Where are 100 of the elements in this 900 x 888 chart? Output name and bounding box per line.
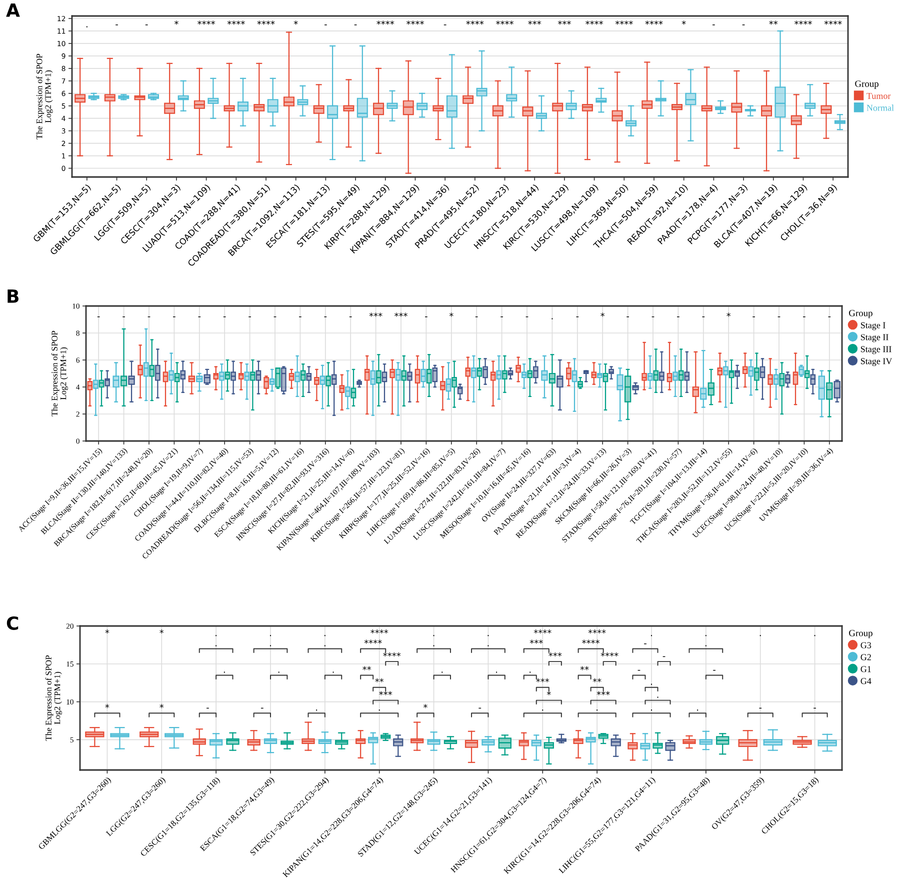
annotation: . — [651, 710, 652, 711]
y-axis-title: The Expression of SPOP Log2 (TPM+1) — [36, 54, 53, 140]
annotation: - — [778, 316, 780, 318]
annotation: **** — [227, 20, 245, 25]
annotation: **** — [364, 640, 382, 644]
annotation: * — [726, 312, 731, 317]
annotation: **** — [794, 20, 812, 25]
annotation: . — [552, 318, 553, 320]
annotation: - — [274, 316, 276, 318]
annotation: * — [546, 691, 551, 696]
annotation: ** — [580, 666, 589, 670]
annotation: - — [713, 670, 716, 671]
legend-label: Stage I — [860, 322, 886, 330]
annotation: ** — [592, 678, 602, 682]
annotation: . — [433, 635, 434, 636]
annotation: - — [122, 316, 125, 318]
annotation: . — [488, 645, 489, 646]
annotation: - — [677, 316, 680, 318]
annotation: **** — [588, 629, 606, 634]
annotation: - — [644, 643, 646, 644]
annotation: - — [626, 316, 629, 318]
annotation: *** — [394, 312, 408, 317]
annotation: . — [324, 635, 326, 636]
annotation: * — [105, 629, 110, 634]
legend-title: Group — [855, 80, 878, 89]
annotation: . — [705, 635, 706, 636]
legend-label: Normal — [866, 104, 894, 111]
annotation: **** — [600, 652, 618, 657]
annotation: **** — [534, 629, 552, 634]
annotation: - — [354, 24, 357, 26]
annotation: . — [270, 635, 271, 636]
annotation: ** — [769, 20, 778, 25]
annotation: - — [248, 316, 251, 318]
annotation: - — [324, 24, 327, 26]
annotation: - — [662, 656, 666, 658]
annotation: - — [223, 316, 226, 318]
annotation: . — [657, 696, 658, 698]
annotation: - — [173, 316, 176, 318]
annotation: . — [433, 645, 434, 646]
annotation: - — [803, 316, 806, 318]
annotation: - — [116, 24, 118, 26]
annotation: - — [742, 24, 745, 26]
annotation: . — [496, 672, 498, 673]
annotation: ** — [362, 666, 372, 670]
annotation: . — [760, 635, 761, 636]
annotation: . — [697, 710, 698, 711]
chart-title: B — [8, 290, 18, 303]
annotation: - — [299, 316, 302, 318]
annotation: - — [702, 316, 705, 318]
annotation: . — [651, 684, 652, 685]
annotation: . — [224, 672, 225, 673]
annotation: **** — [586, 20, 604, 25]
annotation: * — [160, 704, 164, 708]
annotation: . — [596, 710, 598, 711]
annotation: . — [442, 672, 443, 673]
annotation: **** — [645, 20, 663, 25]
annotation: . — [378, 710, 380, 711]
annotation: *** — [558, 20, 571, 25]
annotation: * — [449, 312, 454, 317]
annotation: **** — [615, 20, 633, 25]
legend-label: G2 — [860, 654, 871, 660]
annotation: - — [526, 316, 528, 318]
annotation: **** — [198, 20, 216, 25]
annotation: *** — [536, 678, 550, 682]
annotation: - — [475, 316, 478, 318]
legend-label: G3 — [860, 642, 872, 648]
annotation: . — [705, 645, 706, 646]
annotation: * — [423, 704, 428, 708]
legend-label: Stage IV — [860, 358, 892, 366]
annotation: - — [752, 316, 755, 318]
annotation: - — [444, 24, 446, 26]
annotation: - — [349, 316, 352, 318]
legend-title: Group — [849, 310, 872, 318]
annotation: * — [600, 312, 605, 317]
annotation: - — [814, 708, 816, 709]
annotation: * — [294, 20, 298, 25]
annotation: - — [638, 670, 640, 671]
annotation: *** — [379, 691, 392, 696]
annotation: . — [316, 710, 318, 711]
annotation: . — [216, 635, 217, 636]
annotation: - — [206, 708, 209, 709]
annotation: . — [324, 645, 326, 646]
legend-label: G4 — [860, 678, 872, 684]
annotation: . — [542, 710, 544, 711]
annotation: *** — [548, 652, 562, 657]
annotation: - — [97, 316, 100, 318]
annotation: *** — [530, 640, 543, 644]
annotation: - — [712, 24, 715, 26]
annotation: - — [145, 24, 148, 26]
annotation: *** — [596, 691, 610, 696]
annotation: **** — [824, 20, 842, 25]
annotation: - — [324, 316, 327, 318]
annotation: * — [682, 20, 686, 25]
annotation: - — [148, 316, 150, 318]
y-axis-title: The Expression of SPOP Log2 (TPM+1) — [51, 330, 68, 416]
annotation: . — [278, 672, 280, 673]
annotation: * — [105, 704, 110, 708]
annotation: * — [160, 629, 164, 634]
legend-label: G1 — [860, 666, 871, 672]
annotation: . — [270, 645, 271, 646]
